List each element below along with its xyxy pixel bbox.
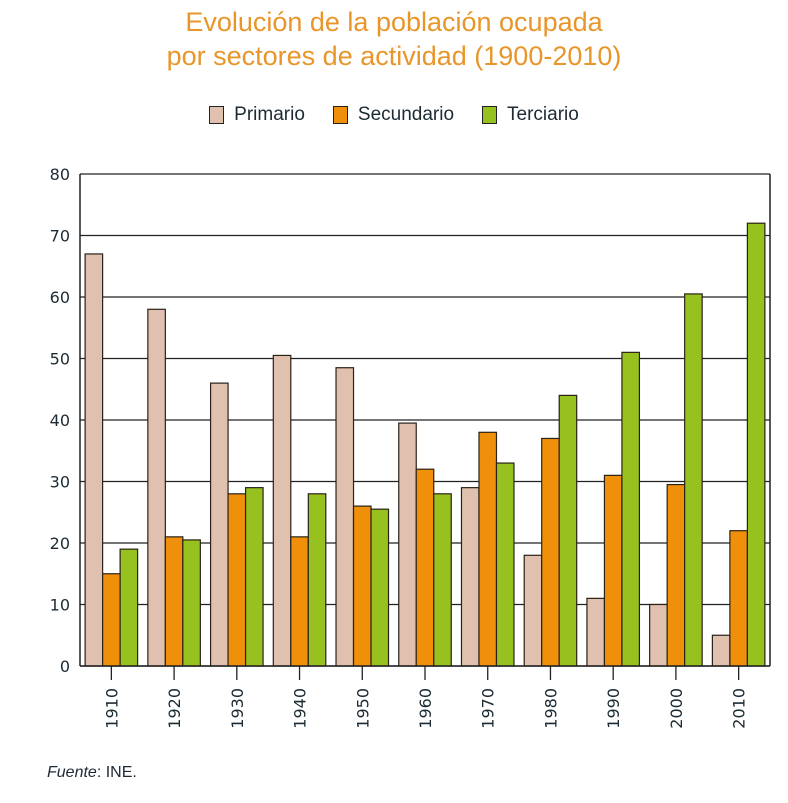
legend-swatch-primario [209,106,225,124]
y-tick-label-30: 30 [50,473,70,492]
y-tick-label-0: 0 [60,657,70,676]
legend-label-terciario: Terciario [507,104,579,125]
bar-secundario-1990 [603,474,623,667]
bar-terciario-1960 [433,493,452,667]
bar-secundario-1960 [415,468,435,667]
y-tick-label-60: 60 [50,288,70,307]
legend-item-terciario: Terciario [482,104,579,126]
bar-terciario-1980 [558,394,578,667]
bar-terciario-1920 [182,539,201,667]
x-tick-label-2000: 2000 [667,688,686,729]
bar-secundario-1980 [541,437,560,667]
x-tick-label-1950: 1950 [353,688,372,729]
chart-title-line-2: por sectores de actividad (1900-2010) [166,41,622,71]
bar-primario-1980 [523,554,543,667]
legend-item-primario: Primario [209,104,305,126]
legend-item-secundario: Secundario [332,104,455,126]
bar-secundario-1970 [478,431,498,667]
x-tick-label-1930: 1930 [228,688,247,729]
bar-primario-2010 [711,634,731,667]
y-tick-label-20: 20 [50,534,70,553]
chart-legend: Primario Secundario Terciario [0,104,788,126]
bar-terciario-2000 [684,293,703,667]
bar-primario-1970 [460,487,480,667]
bar-primario-1940 [272,354,292,667]
x-tick-label-1970: 1970 [479,688,498,729]
bar-terciario-1910 [119,548,139,667]
bar-terciario-2010 [746,222,766,667]
bar-terciario-1970 [495,462,515,667]
y-tick-label-80: 80 [50,165,70,184]
source-label: Fuente [47,764,97,781]
x-tick-label-1960: 1960 [416,688,435,729]
chart-title-line-1: Evolución de la población ocupada [185,7,603,37]
bar-terciario-1950 [370,508,390,667]
source-note: Fuente: INE. [47,764,137,782]
bar-secundario-1920 [164,536,184,667]
x-tick-label-1940: 1940 [291,688,310,729]
chart-title: Evolución de la población ocupada por se… [0,5,788,73]
bar-secundario-1930 [227,493,247,667]
bar-primario-1910 [84,253,104,667]
bar-secundario-1950 [352,505,372,667]
legend-swatch-secundario [332,106,348,124]
bar-terciario-1930 [244,487,264,667]
legend-label-primario: Primario [234,104,305,125]
bar-primario-1950 [335,367,355,667]
bar-primario-1920 [147,308,166,667]
bar-primario-1960 [398,422,417,667]
y-tick-label-40: 40 [50,411,70,430]
source-text: : INE. [96,764,137,781]
x-tick-label-1920: 1920 [165,688,184,729]
bar-terciario-1990 [621,351,641,667]
x-tick-label-1980: 1980 [541,688,560,729]
y-tick-label-10: 10 [50,596,70,615]
bar-secundario-1940 [290,536,309,667]
y-tick-label-70: 70 [50,227,70,246]
bar-primario-1990 [586,597,606,667]
bar-terciario-1940 [307,493,327,667]
bar-primario-1930 [209,382,229,667]
x-tick-label-2010: 2010 [730,688,749,729]
x-tick-label-1910: 1910 [102,688,121,729]
y-tick-label-50: 50 [50,350,70,369]
bar-primario-2000 [649,603,668,667]
bar-secundario-2010 [729,530,748,667]
bar-secundario-1910 [102,573,121,667]
x-tick-label-1990: 1990 [604,688,623,729]
legend-label-secundario: Secundario [357,104,455,125]
bar-secundario-2000 [666,483,686,667]
legend-swatch-terciario [482,106,498,124]
